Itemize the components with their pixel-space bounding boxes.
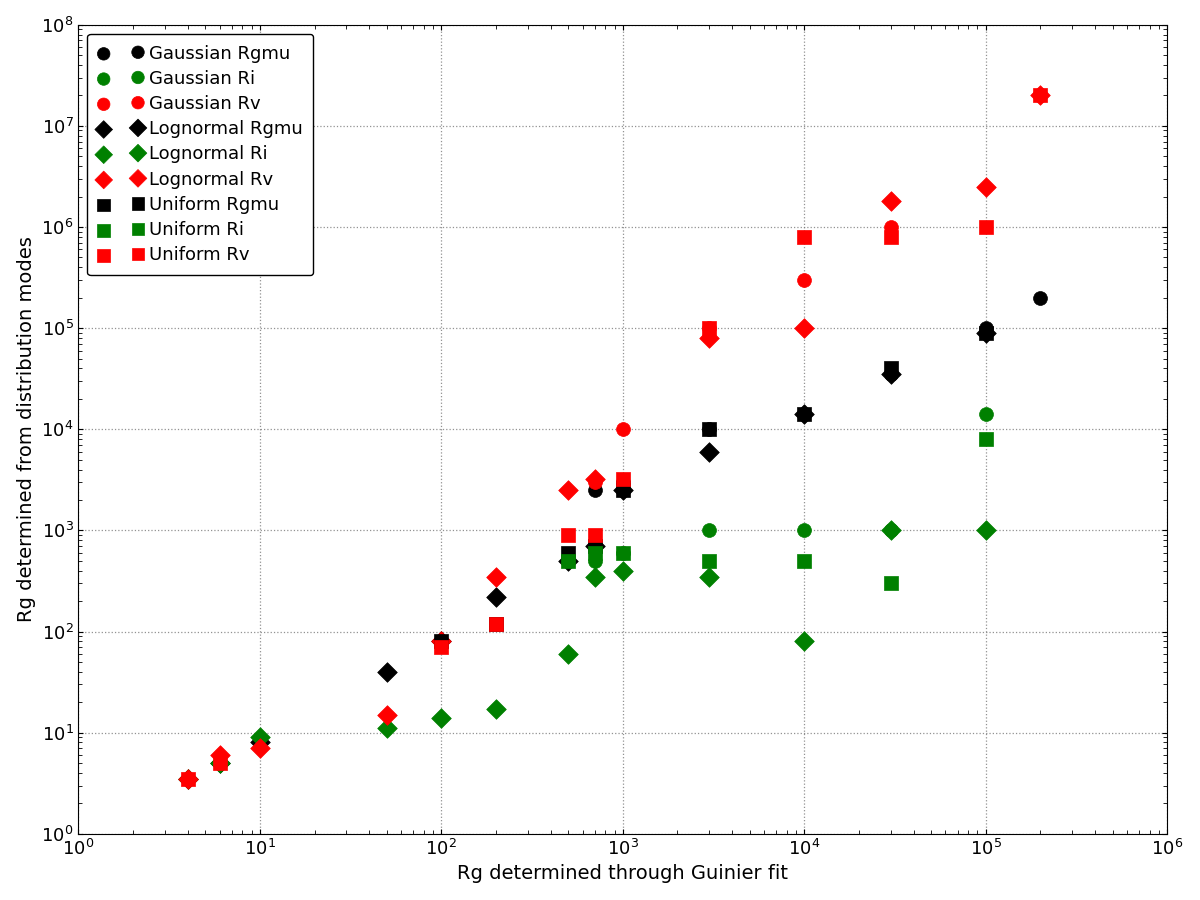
Gaussian Rv	[794, 273, 814, 287]
Gaussian Rgmu	[613, 475, 632, 490]
Lognormal Rv	[486, 570, 505, 584]
Lognormal Ri	[794, 634, 814, 649]
Gaussian Rv	[881, 220, 900, 234]
Lognormal Ri	[613, 563, 632, 578]
Lognormal Rv	[794, 321, 814, 336]
Lognormal Ri	[178, 771, 197, 786]
Gaussian Rv	[613, 422, 632, 436]
Lognormal Rv	[178, 771, 197, 786]
Lognormal Ri	[586, 570, 605, 584]
Gaussian Ri	[700, 523, 719, 537]
Uniform Rgmu	[432, 634, 451, 649]
Lognormal Ri	[558, 647, 577, 662]
Uniform Ri	[558, 554, 577, 568]
Lognormal Rv	[586, 472, 605, 487]
Gaussian Rgmu	[794, 408, 814, 422]
Gaussian Rgmu	[586, 483, 605, 498]
Gaussian Ri	[613, 545, 632, 560]
Legend: Gaussian Rgmu, Gaussian Ri, Gaussian Rv, Lognormal Rgmu, Lognormal Ri, Lognormal: Gaussian Rgmu, Gaussian Ri, Gaussian Rv,…	[88, 33, 313, 275]
Y-axis label: Rg determined from distribution modes: Rg determined from distribution modes	[17, 237, 36, 622]
Uniform Rgmu	[486, 616, 505, 631]
Lognormal Rgmu	[486, 590, 505, 604]
Uniform Rv	[486, 616, 505, 631]
Lognormal Ri	[976, 523, 995, 537]
X-axis label: Rg determined through Guinier fit: Rg determined through Guinier fit	[457, 864, 788, 883]
Uniform Rgmu	[613, 483, 632, 498]
Uniform Rgmu	[976, 326, 995, 340]
Lognormal Rv	[700, 330, 719, 345]
Lognormal Ri	[432, 711, 451, 725]
Lognormal Rv	[976, 179, 995, 194]
Lognormal Rgmu	[210, 756, 229, 770]
Lognormal Rv	[251, 741, 270, 755]
Lognormal Rgmu	[976, 326, 995, 340]
Uniform Rv	[976, 220, 995, 234]
Gaussian Ri	[178, 771, 197, 786]
Uniform Rgmu	[700, 422, 719, 436]
Uniform Rv	[881, 230, 900, 244]
Uniform Rv	[794, 230, 814, 244]
Gaussian Rgmu	[210, 756, 229, 770]
Uniform Rv	[210, 756, 229, 770]
Uniform Rv	[178, 771, 197, 786]
Uniform Ri	[881, 576, 900, 590]
Lognormal Rgmu	[178, 771, 197, 786]
Uniform Rv	[1031, 88, 1050, 103]
Lognormal Rv	[881, 194, 900, 209]
Lognormal Rgmu	[613, 483, 632, 498]
Uniform Ri	[700, 554, 719, 568]
Gaussian Rv	[586, 475, 605, 490]
Lognormal Rgmu	[794, 408, 814, 422]
Lognormal Rgmu	[558, 554, 577, 568]
Gaussian Rgmu	[976, 321, 995, 336]
Uniform Rgmu	[794, 408, 814, 422]
Gaussian Rv	[251, 735, 270, 750]
Gaussian Ri	[586, 554, 605, 568]
Lognormal Rgmu	[881, 367, 900, 382]
Lognormal Ri	[251, 730, 270, 744]
Gaussian Rgmu	[881, 367, 900, 382]
Gaussian Ri	[251, 735, 270, 750]
Uniform Ri	[976, 432, 995, 446]
Uniform Rv	[558, 527, 577, 542]
Gaussian Rgmu	[178, 771, 197, 786]
Lognormal Rv	[210, 748, 229, 762]
Uniform Ri	[586, 545, 605, 560]
Gaussian Rgmu	[700, 422, 719, 436]
Lognormal Rv	[377, 707, 396, 722]
Lognormal Ri	[210, 756, 229, 770]
Uniform Ri	[794, 554, 814, 568]
Gaussian Rgmu	[1031, 291, 1050, 305]
Uniform Ri	[613, 545, 632, 560]
Lognormal Rv	[432, 634, 451, 649]
Lognormal Ri	[700, 570, 719, 584]
Lognormal Rv	[558, 483, 577, 498]
Gaussian Ri	[976, 408, 995, 422]
Gaussian Ri	[794, 523, 814, 537]
Gaussian Rgmu	[251, 735, 270, 750]
Uniform Rgmu	[558, 545, 577, 560]
Uniform Rv	[700, 321, 719, 336]
Lognormal Ri	[881, 523, 900, 537]
Lognormal Rgmu	[700, 445, 719, 459]
Lognormal Rgmu	[432, 634, 451, 649]
Lognormal Ri	[377, 721, 396, 735]
Gaussian Ri	[210, 756, 229, 770]
Uniform Rgmu	[586, 539, 605, 554]
Uniform Rgmu	[881, 361, 900, 375]
Gaussian Rv	[178, 771, 197, 786]
Lognormal Rv	[1031, 88, 1050, 103]
Gaussian Rv	[210, 756, 229, 770]
Lognormal Rgmu	[251, 735, 270, 750]
Gaussian Rv	[700, 321, 719, 336]
Gaussian Ri	[881, 523, 900, 537]
Uniform Rv	[613, 472, 632, 487]
Lognormal Rgmu	[586, 539, 605, 554]
Lognormal Rgmu	[377, 664, 396, 679]
Uniform Rv	[586, 527, 605, 542]
Uniform Rv	[432, 640, 451, 654]
Lognormal Ri	[486, 702, 505, 716]
